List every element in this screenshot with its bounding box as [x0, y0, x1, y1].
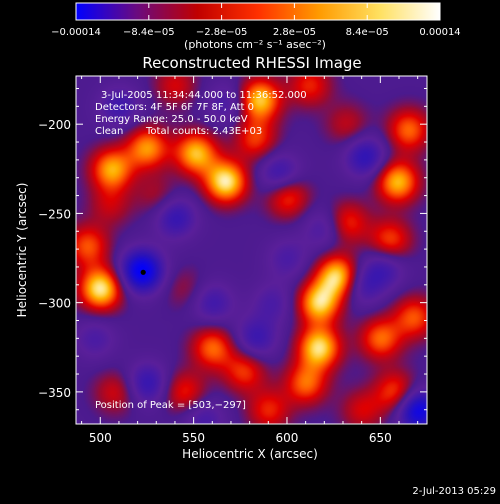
- y-tick-label: −350: [38, 386, 71, 400]
- colorbar-tick-label: −2.8e−05: [196, 27, 248, 38]
- chart-title: Reconstructed RHESSI Image: [142, 54, 361, 72]
- annotation-energy-range: Energy Range: 25.0 - 50.0 keV: [95, 114, 248, 125]
- annotation-total-counts: Total counts: 2.43E+03: [145, 126, 262, 137]
- x-axis-label: Heliocentric X (arcsec): [182, 447, 318, 461]
- colorbar-ticks: [75, 3, 441, 20]
- timestamp: 2-Jul-2013 05:29: [412, 486, 496, 497]
- heatmap-image: [76, 76, 427, 424]
- plot-area: [75, 75, 428, 425]
- colorbar-tick-label: 2.8e−05: [273, 27, 316, 38]
- y-axis-ticks: [76, 87, 427, 411]
- annotation-peak-position: Position of Peak = [503,−297]: [95, 400, 246, 411]
- y-tick-label: −300: [38, 297, 71, 311]
- annotation-method: Clean: [95, 126, 123, 137]
- x-axis-ticks: [81, 76, 419, 424]
- colorbar-gradient: [75, 2, 441, 21]
- colorbar-tick-label: 8.4e−05: [346, 27, 389, 38]
- y-axis-tick-labels: −200 −250 −300 −350: [38, 118, 71, 400]
- colorbar-unit-label: (photons cm⁻² s⁻¹ asec⁻²): [184, 38, 326, 51]
- y-tick-label: −200: [38, 118, 71, 132]
- x-tick-label: 600: [276, 431, 299, 445]
- y-tick-label: −250: [38, 207, 71, 221]
- colorbar: −0.00014 −8.4e−05 −2.8e−05 2.8e−05 8.4e−05 0.…: [51, 2, 461, 51]
- plot-frame: [75, 75, 428, 425]
- colorbar-tick-label: −0.00014: [51, 27, 101, 38]
- y-axis-label: Heliocentric Y (arcsec): [15, 183, 29, 318]
- colorbar-tick-labels: −0.00014 −8.4e−05 −2.8e−05 2.8e−05 8.4e−05 0.…: [51, 27, 461, 38]
- x-tick-label: 500: [89, 431, 112, 445]
- colorbar-tick-label: 0.00014: [419, 27, 460, 38]
- annotation-time-range: 3-Jul-2005 11:34:44.000 to 11:36:52.000: [101, 90, 307, 101]
- annotation-detectors: Detectors: 4F 5F 6F 7F 8F, Att 0: [95, 102, 254, 113]
- annotation-block: 3-Jul-2005 11:34:44.000 to 11:36:52.000 …: [95, 90, 307, 411]
- x-axis-tick-labels: 500 550 600 650: [89, 431, 392, 445]
- colorbar-tick-label: −8.4e−05: [123, 27, 175, 38]
- peak-marker: [140, 269, 146, 275]
- x-tick-label: 650: [369, 431, 392, 445]
- x-tick-label: 550: [182, 431, 205, 445]
